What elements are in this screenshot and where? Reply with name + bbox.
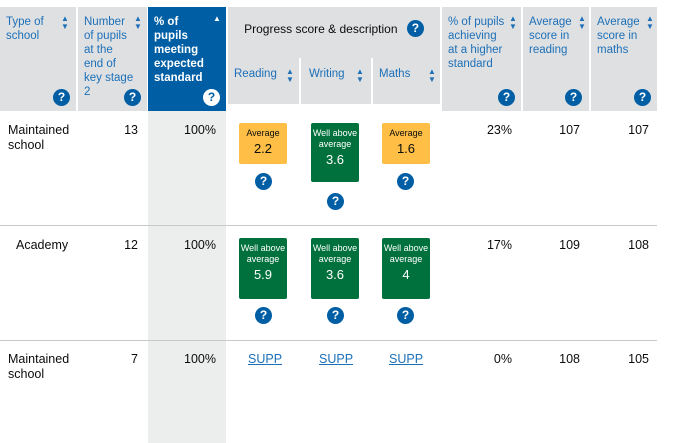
cell-higher: 23% <box>486 123 512 137</box>
progress-badge-reading: Average 2.2 <box>239 123 287 164</box>
header-label: Average score in reading <box>529 16 572 56</box>
question-mark-icon[interactable]: ? <box>397 173 414 190</box>
badge-label: Well above average <box>240 243 286 264</box>
header-expected-standard[interactable]: % of pupils meeting expected standard ▲ … <box>148 7 226 111</box>
progress-badge-reading: Well above average 5.9 <box>239 238 287 299</box>
question-mark-icon[interactable]: ? <box>327 193 344 210</box>
cell-avg-reading: 109 <box>559 238 580 252</box>
sort-arrows-icon: ▲ ▼ <box>509 14 517 31</box>
badge-value: 1.6 <box>396 141 416 156</box>
cell-avg-maths: 107 <box>628 123 649 137</box>
badge-label: Well above average <box>312 128 358 149</box>
progress-title-text: Progress score & description <box>244 22 398 36</box>
cell-type: Maintained school <box>8 123 70 152</box>
header-average-maths[interactable]: Average score in maths ▲ ▼ ? <box>591 7 657 111</box>
header-reading[interactable]: Reading ▲ ▼ <box>228 58 299 104</box>
question-mark-icon[interactable]: ? <box>255 173 272 190</box>
badge-label: Average <box>246 128 280 138</box>
question-mark-icon[interactable]: ? <box>565 89 582 106</box>
header-higher-standard[interactable]: % of pupils achieving at a higher standa… <box>442 7 521 111</box>
header-label: % of pupils achieving at a higher standa… <box>448 16 505 70</box>
question-mark-icon[interactable]: ? <box>203 89 220 106</box>
badge-label: Average <box>389 128 423 138</box>
question-mark-icon[interactable]: ? <box>255 307 272 324</box>
header-average-reading[interactable]: Average score in reading ▲ ▼ ? <box>523 7 589 111</box>
cell-avg-reading: 107 <box>559 123 580 137</box>
row-divider <box>0 225 657 226</box>
question-mark-icon[interactable]: ? <box>53 89 70 106</box>
sort-arrows-icon: ▲ ▼ <box>286 67 294 84</box>
cell-expected: 100% <box>184 238 216 252</box>
badge-value: 2.2 <box>253 141 273 156</box>
header-maths[interactable]: Maths ▲ ▼ <box>373 58 440 104</box>
sort-arrows-icon: ▲ ▼ <box>646 14 654 31</box>
cell-pupils: 12 <box>124 238 138 252</box>
header-type-of-school[interactable]: Type of school ▲ ▼ ? <box>0 7 76 111</box>
cell-higher: 17% <box>486 238 512 252</box>
progress-badge-writing: Well above average 3.6 <box>311 238 359 299</box>
sort-arrows-icon: ▲ ▼ <box>134 14 142 31</box>
cell-pupils: 7 <box>131 352 138 366</box>
badge-label: Well above average <box>312 243 358 264</box>
progress-badge-writing: Well above average 3.6 <box>311 123 359 182</box>
header-label: Maths <box>379 68 411 80</box>
header-writing[interactable]: Writing ▲ ▼ <box>301 58 371 104</box>
cell-avg-reading: 108 <box>559 352 580 366</box>
cell-higher: 0% <box>493 352 512 366</box>
sort-arrows-icon: ▲ ▼ <box>61 14 69 31</box>
badge-value: 3.6 <box>325 152 345 167</box>
cell-avg-maths: 105 <box>628 352 649 366</box>
progress-badge-maths: Well above average 4 <box>382 238 430 299</box>
sorted-column-highlight <box>148 111 226 443</box>
progress-badge-maths: Average 1.6 <box>382 123 430 164</box>
header-label: Writing <box>309 68 345 80</box>
progress-score-title: Progress score & description ? <box>228 20 440 38</box>
badge-value: 5.9 <box>253 267 273 282</box>
header-label: Reading <box>234 68 277 80</box>
cell-type: Maintained school <box>8 352 70 381</box>
header-number-of-pupils[interactable]: Number of pupils at the end of key stage… <box>78 7 147 111</box>
cell-expected: 100% <box>184 123 216 137</box>
header-label: % of pupils meeting expected standard <box>154 16 204 84</box>
row-divider <box>0 340 657 341</box>
sort-arrows-icon: ▲ ▼ <box>428 67 436 84</box>
badge-label: Well above average <box>383 243 429 264</box>
badge-value: 3.6 <box>325 267 345 282</box>
question-mark-icon[interactable]: ? <box>498 89 515 106</box>
supp-link-writing[interactable]: SUPP <box>319 352 354 366</box>
header-progress-score: Progress score & description ? <box>228 7 440 58</box>
header-label: Type of school <box>6 16 44 42</box>
header-label: Average score in maths <box>597 16 640 56</box>
header-label: Number of pupils at the end of key stage… <box>84 16 134 98</box>
supp-link-reading[interactable]: SUPP <box>248 352 283 366</box>
question-mark-icon[interactable]: ? <box>327 307 344 324</box>
sort-ascending-icon: ▲ <box>213 14 221 23</box>
cell-avg-maths: 108 <box>628 238 649 252</box>
cell-pupils: 13 <box>124 123 138 137</box>
sort-arrows-icon: ▲ ▼ <box>578 14 586 31</box>
cell-expected: 100% <box>184 352 216 366</box>
badge-value: 4 <box>402 267 410 282</box>
question-mark-icon[interactable]: ? <box>124 89 141 106</box>
supp-link-maths[interactable]: SUPP <box>389 352 424 366</box>
question-mark-icon[interactable]: ? <box>397 307 414 324</box>
question-mark-icon[interactable]: ? <box>406 20 424 37</box>
question-mark-icon[interactable]: ? <box>634 89 651 106</box>
sort-arrows-icon: ▲ ▼ <box>356 67 364 84</box>
cell-type: Academy <box>16 238 69 252</box>
